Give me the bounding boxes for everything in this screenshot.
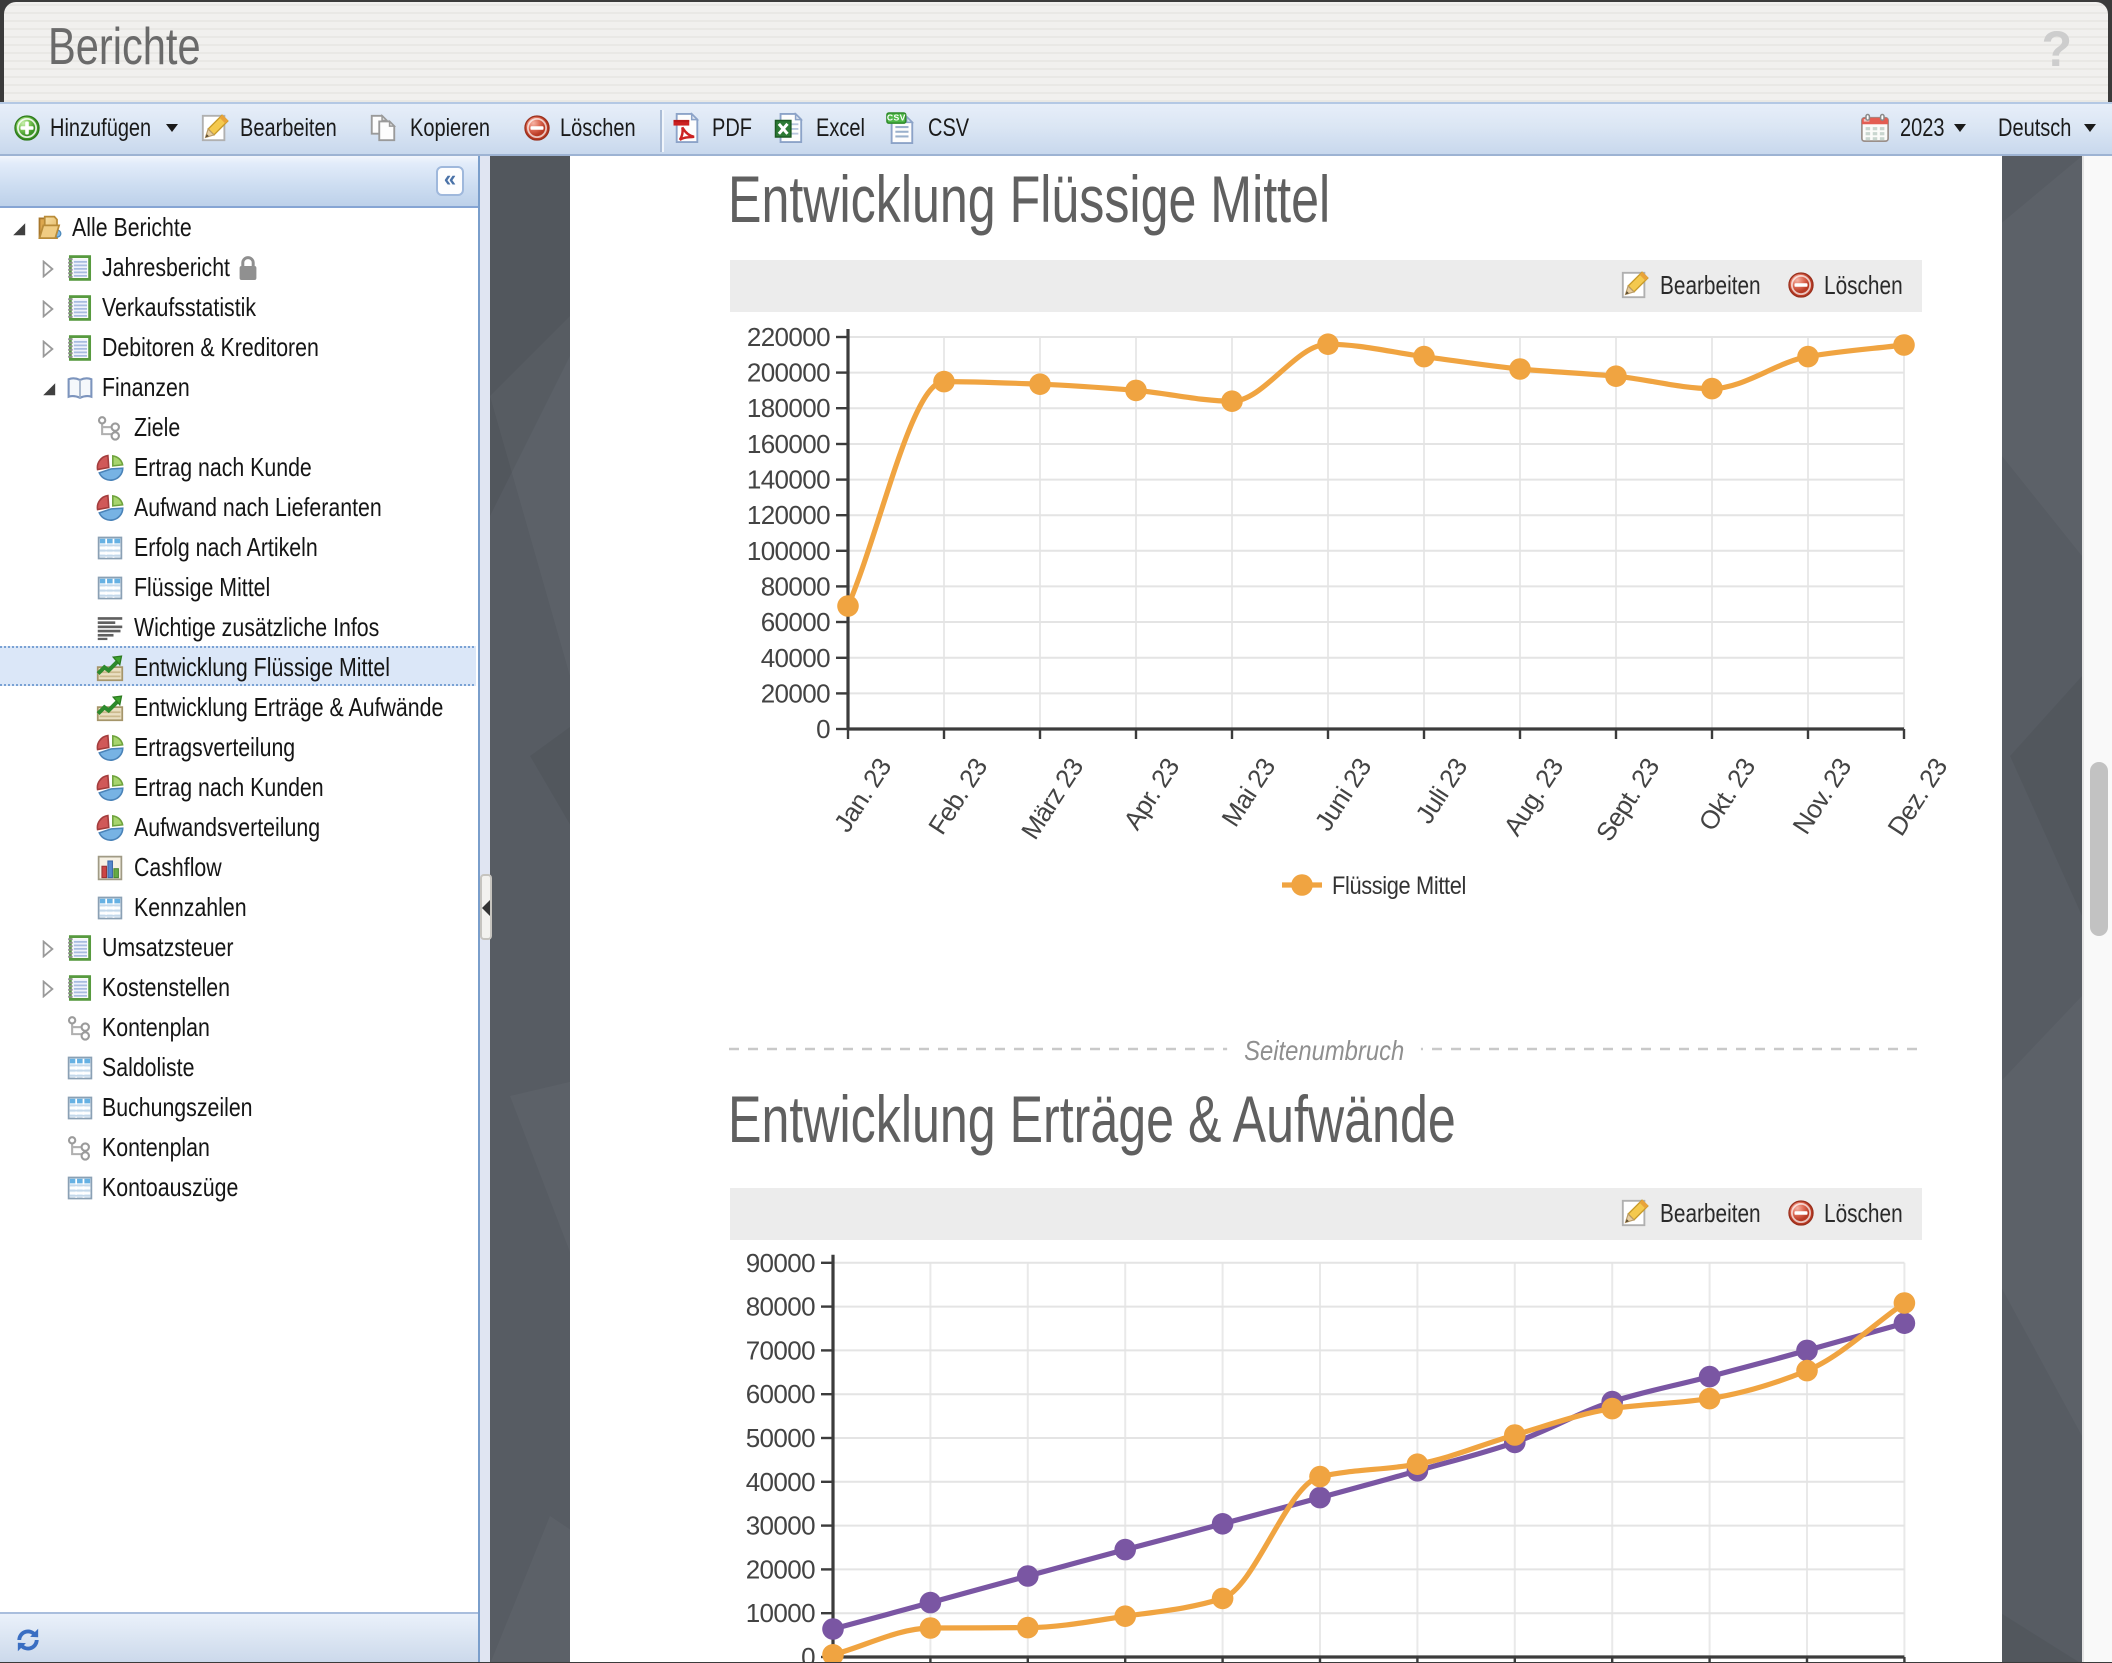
svg-text:Juli 23: Juli 23 — [1409, 752, 1473, 828]
svg-text:Dez. 23: Dez. 23 — [1881, 752, 1953, 840]
svg-text:30000: 30000 — [746, 1510, 815, 1540]
svg-text:140000: 140000 — [747, 464, 830, 494]
svg-text:180000: 180000 — [747, 392, 830, 422]
svg-text:40000: 40000 — [761, 642, 830, 672]
svg-text:0: 0 — [816, 713, 830, 743]
svg-text:60000: 60000 — [761, 606, 830, 636]
svg-text:60000: 60000 — [746, 1378, 815, 1408]
svg-text:CSV: CSV — [887, 113, 906, 123]
svg-text:Okt. 23: Okt. 23 — [1693, 752, 1762, 835]
svg-text:Apr. 23: Apr. 23 — [1117, 752, 1185, 834]
svg-text:Jan. 23: Jan. 23 — [828, 752, 897, 836]
svg-text:20000: 20000 — [761, 677, 830, 707]
svg-text:80000: 80000 — [746, 1291, 815, 1321]
svg-text:40000: 40000 — [746, 1466, 815, 1496]
svg-text:10000: 10000 — [746, 1597, 815, 1627]
svg-text:70000: 70000 — [746, 1334, 815, 1364]
svg-text:80000: 80000 — [761, 570, 830, 600]
svg-text:160000: 160000 — [747, 428, 830, 458]
svg-text:0: 0 — [801, 1641, 815, 1662]
svg-text:Flüssige Mittel: Flüssige Mittel — [1332, 871, 1466, 899]
svg-text:20000: 20000 — [746, 1553, 815, 1583]
svg-text:90000: 90000 — [746, 1247, 815, 1277]
svg-text:200000: 200000 — [747, 357, 830, 387]
svg-text:Sept. 23: Sept. 23 — [1590, 752, 1665, 846]
svg-text:120000: 120000 — [747, 499, 830, 529]
svg-text:Nov. 23: Nov. 23 — [1786, 752, 1857, 838]
svg-text:220000: 220000 — [747, 321, 830, 351]
svg-text:Mai 23: Mai 23 — [1215, 752, 1281, 831]
svg-text:Juni 23: Juni 23 — [1308, 752, 1377, 835]
svg-text:50000: 50000 — [746, 1422, 815, 1452]
svg-text:Feb. 23: Feb. 23 — [922, 752, 993, 839]
svg-text:100000: 100000 — [747, 535, 830, 565]
svg-text:Aug. 23: Aug. 23 — [1497, 752, 1569, 840]
svg-text:März 23: März 23 — [1015, 752, 1089, 844]
